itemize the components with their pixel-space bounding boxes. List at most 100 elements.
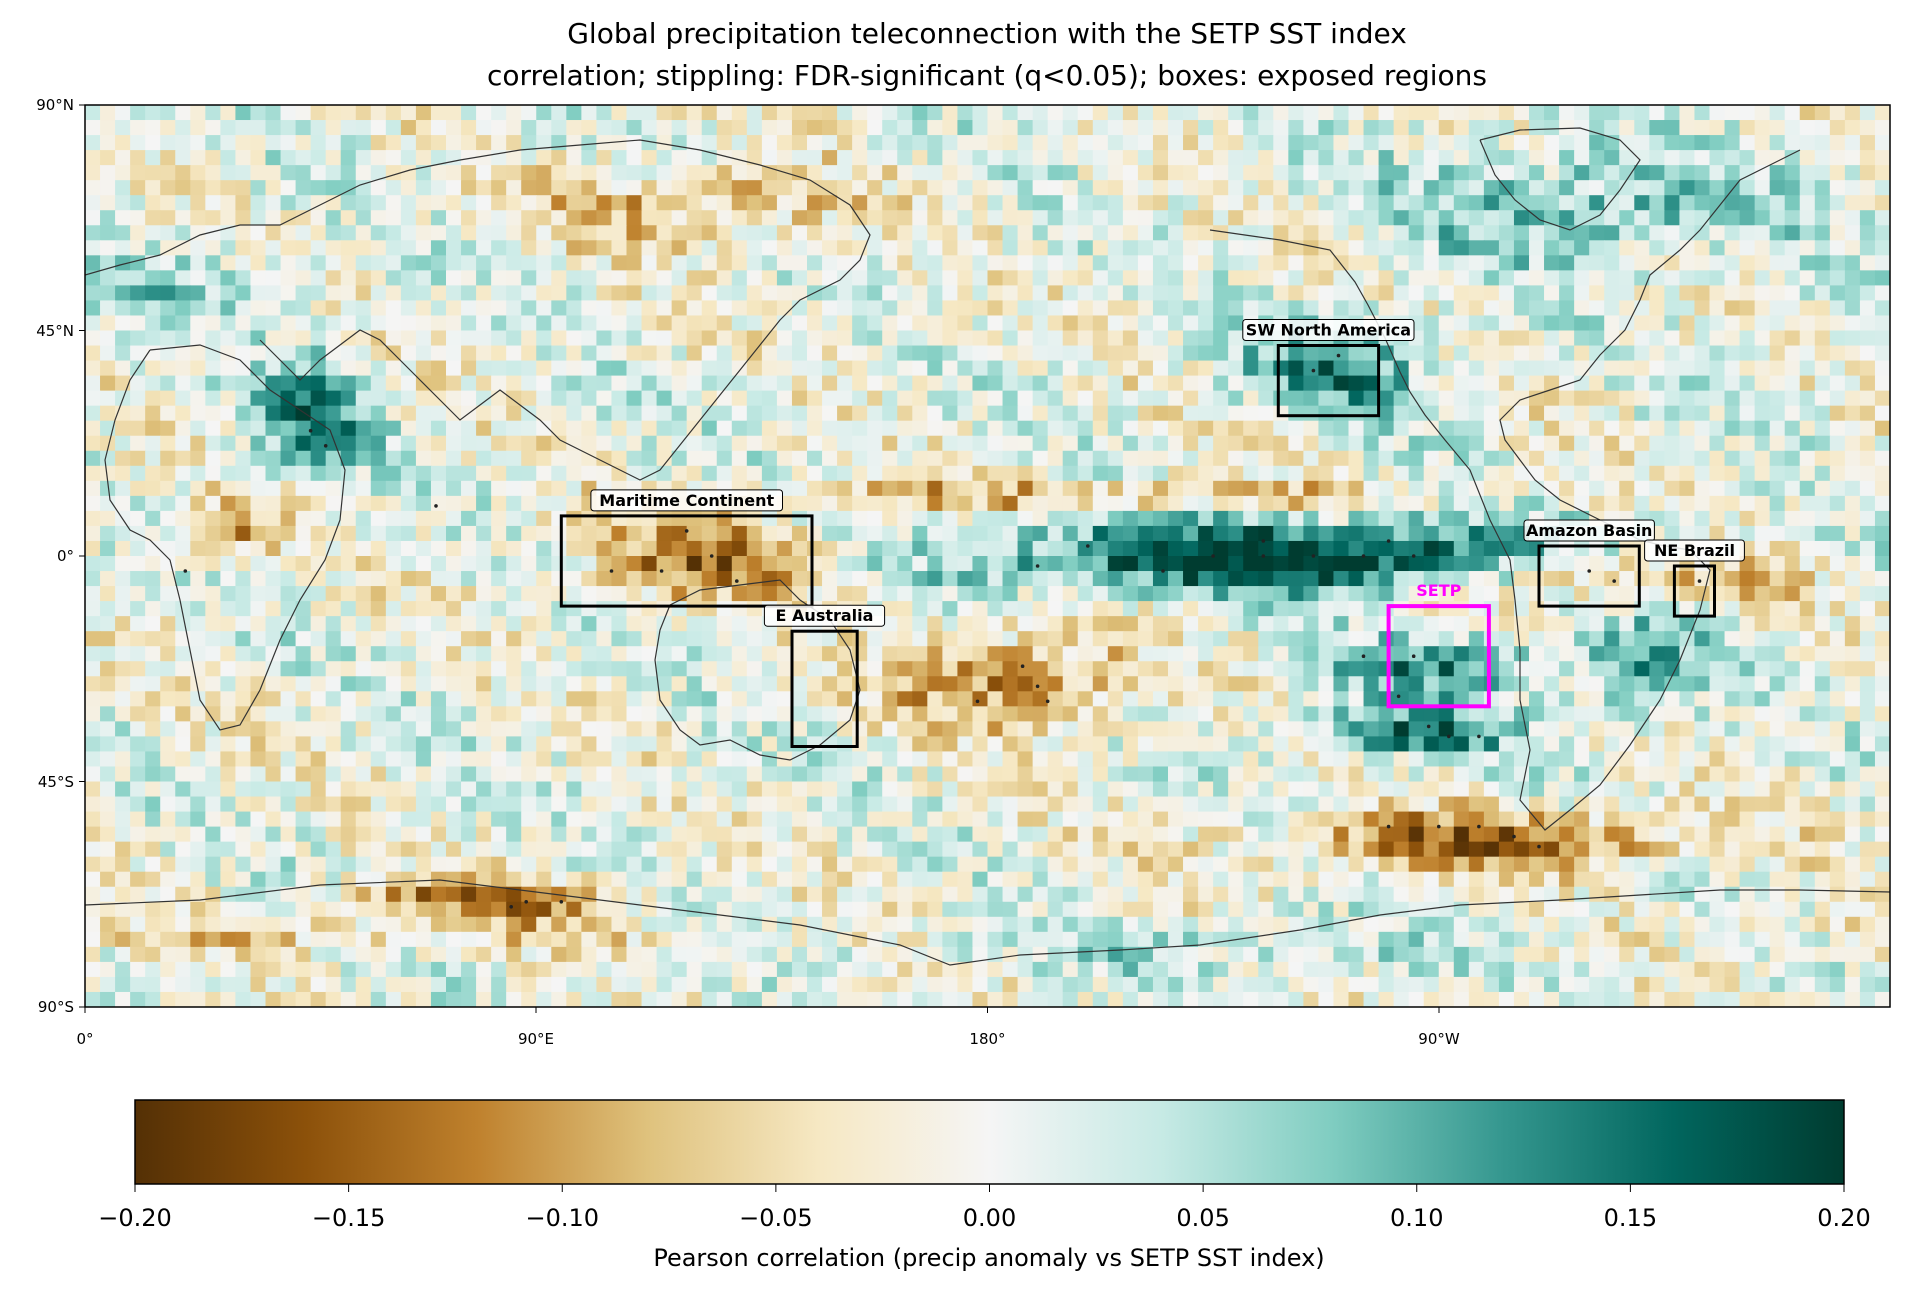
heatmap-cell — [1047, 510, 1064, 527]
heatmap-cell — [987, 255, 1004, 271]
heatmap-cell — [596, 420, 613, 437]
heatmap-cell — [822, 270, 838, 286]
heatmap-cell — [912, 180, 928, 196]
heatmap-cell — [807, 105, 823, 121]
heatmap-cell — [491, 691, 507, 707]
heatmap-cell — [1679, 661, 1696, 677]
heatmap-cell — [250, 210, 267, 226]
heatmap-cell — [1303, 375, 1320, 392]
heatmap-cell — [1859, 330, 1876, 347]
heatmap-cell — [415, 525, 432, 542]
heatmap-cell — [310, 616, 327, 632]
heatmap-cell — [370, 255, 387, 271]
heatmap-cell — [1002, 225, 1019, 241]
heatmap-cell — [957, 390, 974, 407]
heatmap-cell — [1799, 495, 1816, 512]
heatmap-cell — [701, 721, 718, 737]
heatmap-cell — [265, 571, 282, 587]
heatmap-cell — [1559, 255, 1575, 271]
heatmap-cell — [1333, 180, 1350, 196]
heatmap-cell — [1077, 300, 1094, 317]
heatmap-cell — [957, 510, 974, 527]
heatmap-cell — [957, 330, 974, 347]
heatmap-cell — [1333, 345, 1350, 362]
heatmap-cell — [415, 601, 432, 617]
heatmap-cell — [476, 480, 492, 497]
heatmap-cell — [280, 180, 297, 196]
heatmap-cell — [1844, 706, 1861, 722]
heatmap-cell — [1183, 435, 1199, 452]
heatmap-cell — [461, 525, 477, 542]
heatmap-cell — [476, 180, 492, 196]
heatmap-cell — [1559, 405, 1575, 422]
heatmap-cell — [641, 646, 658, 662]
heatmap-cell — [1273, 571, 1289, 587]
heatmap-cell — [1679, 300, 1696, 317]
heatmap-cell — [566, 676, 582, 692]
heatmap-cell — [190, 480, 206, 497]
heatmap-cell — [1559, 435, 1575, 452]
heatmap-cell — [370, 210, 387, 226]
heatmap-cell — [190, 405, 206, 422]
heatmap-cell — [385, 450, 402, 467]
heatmap-cell — [400, 601, 417, 617]
heatmap-cell — [1348, 631, 1365, 647]
heatmap-cell — [1393, 270, 1410, 286]
heatmap-cell — [1393, 195, 1410, 211]
heatmap-cell — [385, 330, 402, 347]
heatmap-cell — [1438, 465, 1455, 482]
heatmap-cell — [130, 240, 146, 256]
heatmap-cell — [1273, 706, 1289, 722]
heatmap-cell — [1529, 105, 1545, 121]
heatmap-cell — [867, 270, 883, 286]
heatmap-cell — [1453, 150, 1470, 166]
heatmap-cell — [1529, 540, 1545, 557]
heatmap-cell — [355, 405, 372, 422]
heatmap-cell — [295, 495, 312, 512]
heatmap-cell — [972, 405, 989, 422]
heatmap-cell — [1348, 435, 1365, 452]
heatmap-cell — [1544, 495, 1560, 512]
heatmap-cell — [1844, 300, 1861, 317]
heatmap-cell — [1483, 661, 1500, 677]
heatmap-cell — [1544, 435, 1560, 452]
heatmap-cell — [1168, 405, 1184, 422]
heatmap-cell — [1137, 285, 1154, 302]
heatmap-cell — [927, 210, 943, 226]
heatmap-cell — [1769, 360, 1786, 377]
heatmap-cell — [671, 210, 688, 226]
heatmap-cell — [1378, 571, 1395, 587]
heatmap-cell — [1423, 571, 1440, 587]
heatmap-cell — [1784, 631, 1801, 647]
heatmap-cell — [1288, 120, 1304, 136]
heatmap-cell — [506, 586, 522, 602]
heatmap-cell — [656, 450, 673, 467]
heatmap-cell — [791, 120, 808, 136]
heatmap-cell — [807, 480, 823, 497]
heatmap-cell — [656, 691, 673, 707]
heatmap-cell — [536, 540, 552, 557]
heatmap-cell — [205, 525, 221, 542]
heatmap-cell — [1664, 240, 1681, 256]
heatmap-cell — [1092, 586, 1109, 602]
heatmap-cell — [1077, 180, 1094, 196]
heatmap-cell — [716, 540, 733, 557]
heatmap-cell — [385, 495, 402, 512]
heatmap-cell — [1574, 225, 1590, 241]
heatmap-cell — [461, 180, 477, 196]
heatmap-cell — [957, 300, 974, 317]
heatmap-cell — [310, 180, 327, 196]
heatmap-cell — [1754, 150, 1771, 166]
heatmap-cell — [656, 375, 673, 392]
heatmap-cell — [1423, 676, 1440, 692]
heatmap-cell — [1152, 105, 1169, 121]
heatmap-cell — [1544, 315, 1560, 332]
heatmap-cell — [415, 240, 432, 256]
heatmap-cell — [987, 435, 1004, 452]
heatmap-cell — [265, 510, 282, 527]
heatmap-cell — [1198, 721, 1214, 737]
heatmap-cell — [761, 405, 778, 422]
heatmap-cell — [1709, 510, 1726, 527]
heatmap-cell — [220, 450, 237, 467]
heatmap-cell — [476, 390, 492, 407]
